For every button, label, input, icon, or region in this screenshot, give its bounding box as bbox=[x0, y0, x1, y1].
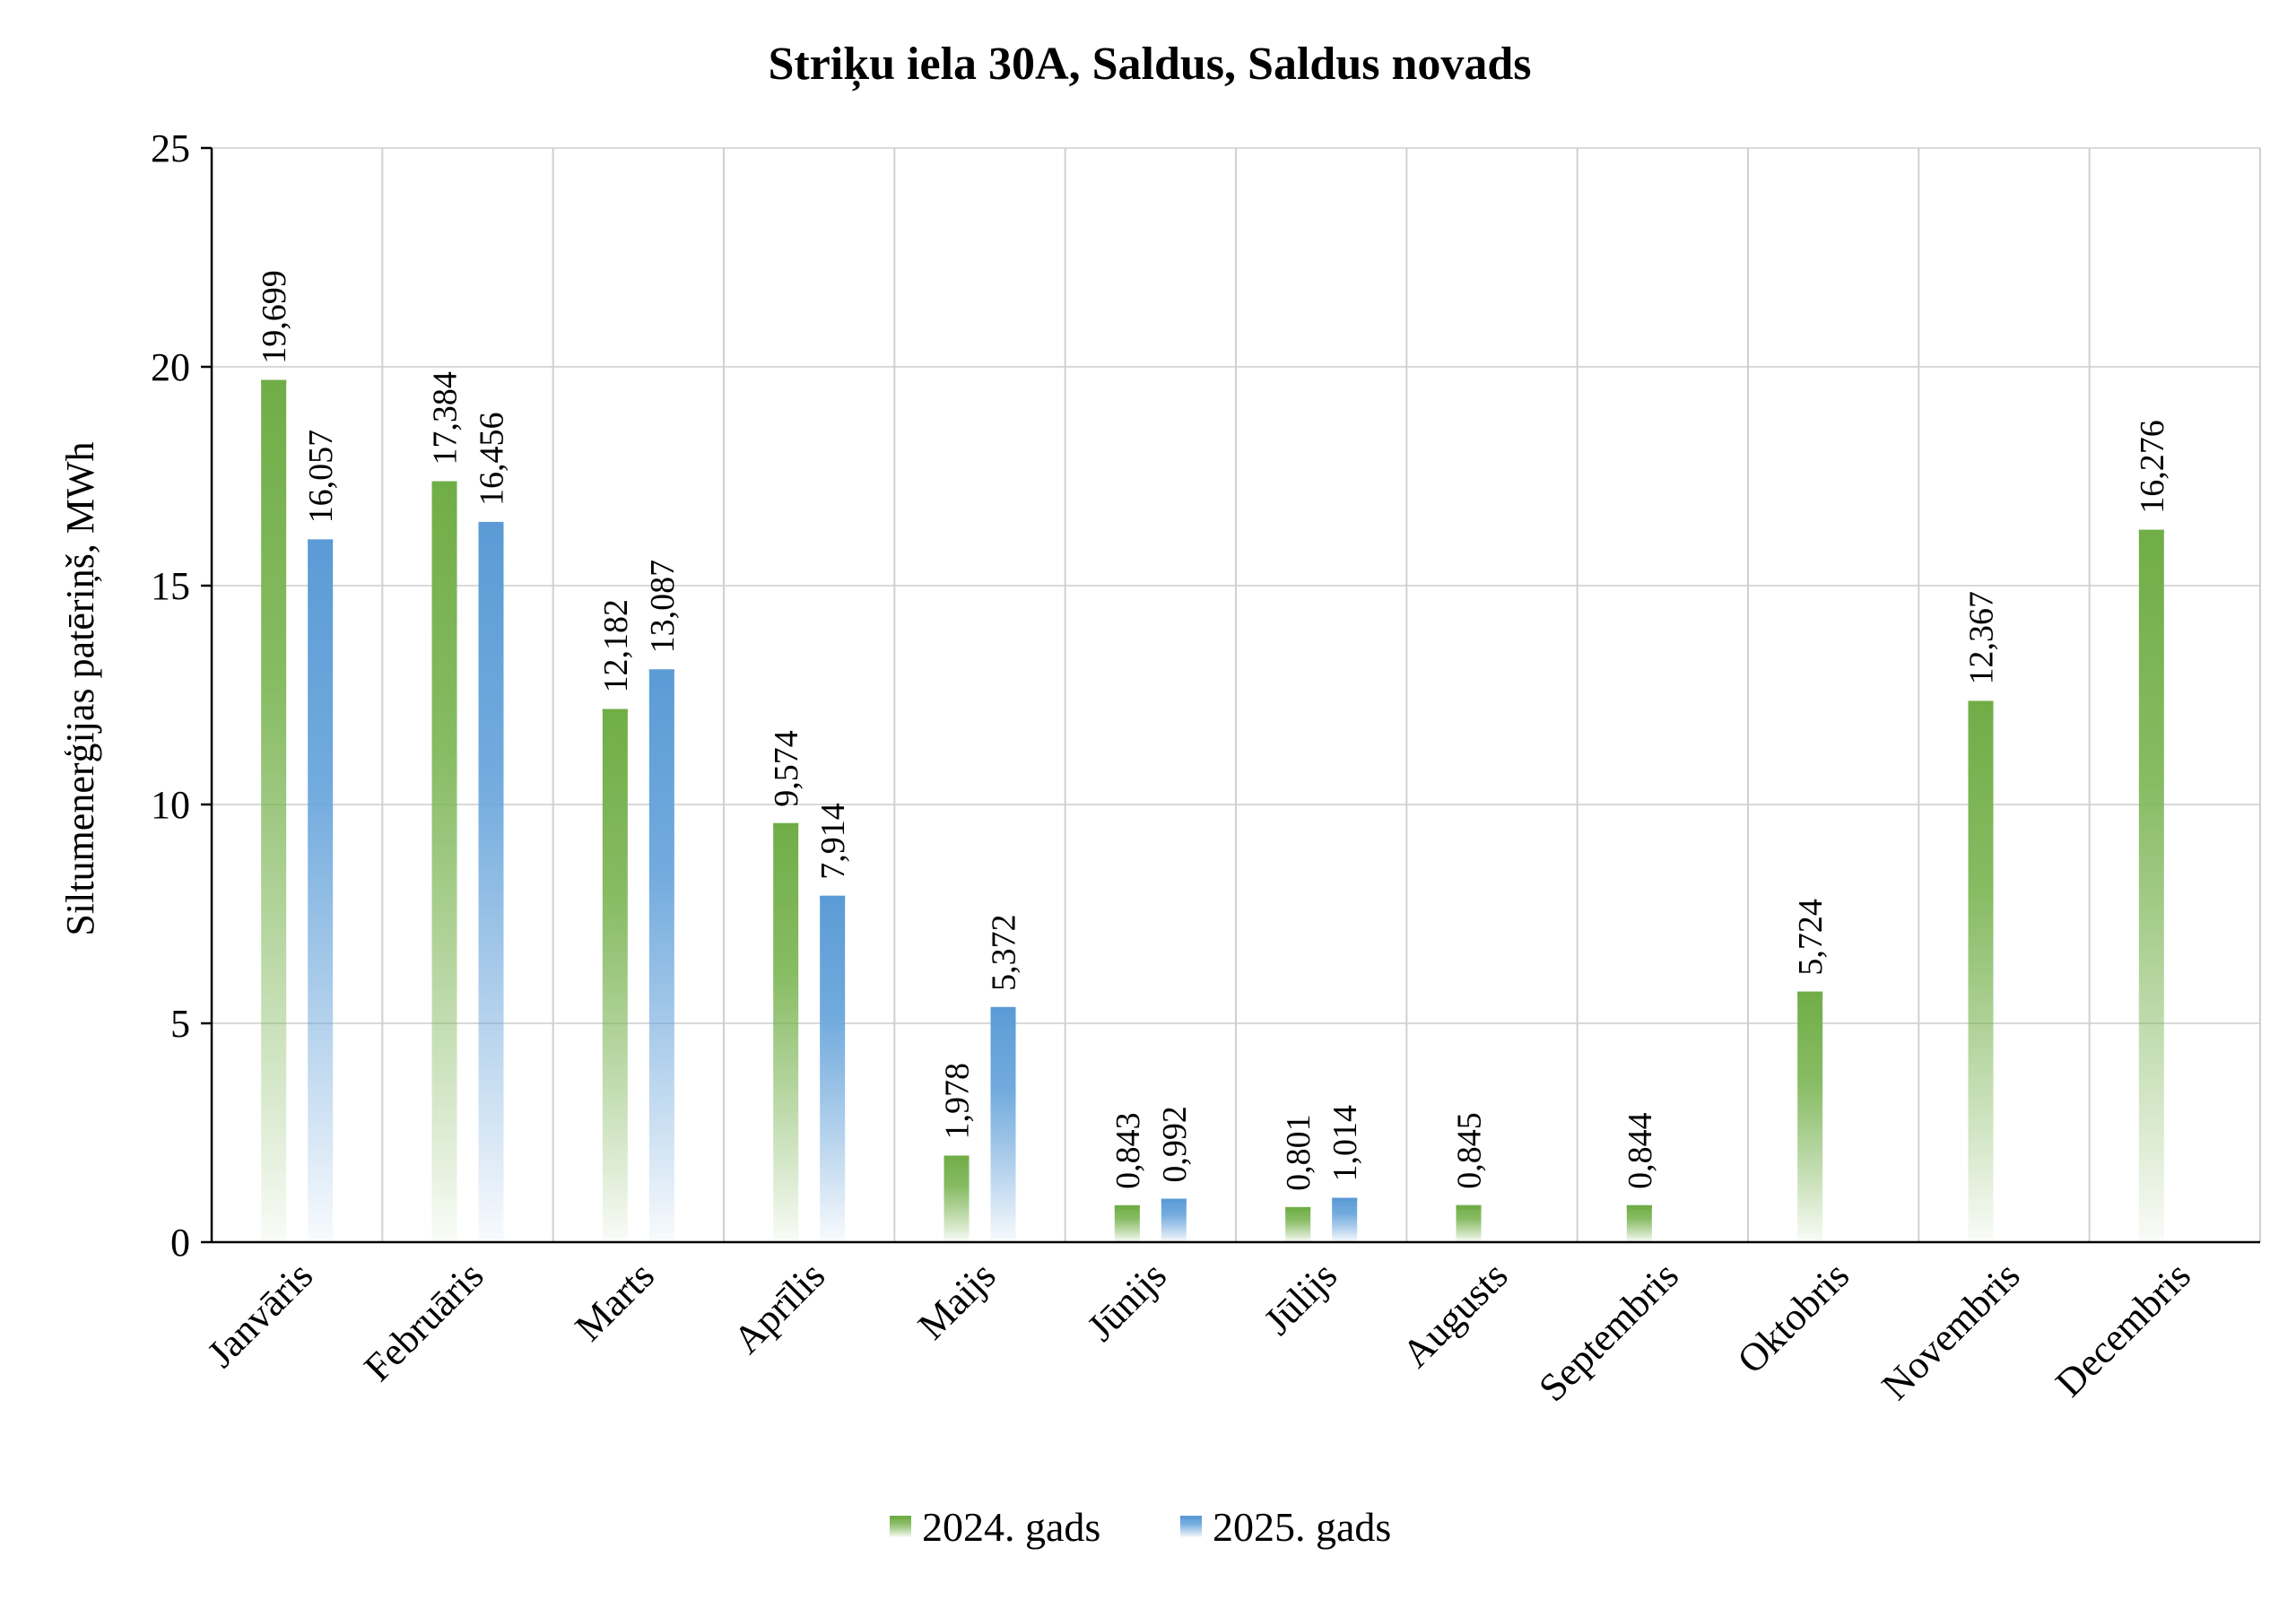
x-tick-label: Augusts bbox=[1394, 1253, 1517, 1376]
x-tick-label: Oktobris bbox=[1729, 1253, 1858, 1382]
bar-cap bbox=[944, 1155, 970, 1160]
bar-2024 bbox=[773, 822, 799, 1242]
data-label: 0,992 bbox=[1156, 1106, 1194, 1183]
bar-2025 bbox=[1332, 1197, 1358, 1242]
bar-cap bbox=[2138, 529, 2164, 534]
bar-cap bbox=[990, 1006, 1016, 1011]
data-label: 1,978 bbox=[939, 1063, 977, 1140]
bar-cap bbox=[602, 709, 628, 713]
y-tick-label: 0 bbox=[170, 1221, 190, 1265]
data-label: 0,801 bbox=[1280, 1114, 1318, 1191]
x-tick-label: Novembris bbox=[1874, 1253, 2029, 1408]
data-labels: 19,699 17,384 12,182 9,574 1,978 0,843 0,801 0,… bbox=[256, 270, 2171, 1191]
data-label: 13,087 bbox=[644, 560, 682, 654]
bar-2024 bbox=[431, 481, 457, 1242]
data-label: 16,276 bbox=[2134, 420, 2171, 514]
data-label: 12,182 bbox=[597, 599, 635, 693]
data-label: 7,914 bbox=[814, 803, 852, 880]
y-tick-label: 15 bbox=[151, 564, 190, 608]
bar-cap bbox=[820, 895, 846, 900]
legend-swatch-cap bbox=[890, 1516, 911, 1519]
bar-2024 bbox=[602, 709, 628, 1242]
axes: 0 5 10 15 20 25 Janvāris Februāris Marts Aprīlis M… bbox=[151, 126, 2260, 1410]
bar-2025 bbox=[1161, 1198, 1187, 1242]
bar-cap bbox=[1456, 1204, 1482, 1209]
bar-cap bbox=[261, 379, 287, 384]
bar-2024 bbox=[944, 1155, 970, 1242]
data-label: 12,367 bbox=[1963, 591, 2001, 685]
y-tick-label: 10 bbox=[151, 783, 190, 827]
bar-2025 bbox=[308, 539, 334, 1242]
legend-label: 2024. gads bbox=[922, 1504, 1100, 1550]
y-tick-label: 20 bbox=[151, 345, 190, 389]
bar-2025 bbox=[478, 521, 504, 1242]
bar-2024 bbox=[1456, 1204, 1482, 1242]
bar-cap bbox=[648, 669, 674, 674]
bar-cap bbox=[773, 822, 799, 827]
bar-2024 bbox=[2138, 529, 2164, 1242]
data-label: 0,845 bbox=[1451, 1112, 1489, 1189]
bar-cap bbox=[1285, 1206, 1311, 1211]
data-label: 1,014 bbox=[1326, 1105, 1364, 1182]
x-tick-label: Maijs bbox=[909, 1253, 1004, 1348]
data-label: 5,724 bbox=[1792, 899, 1830, 975]
data-label: 19,699 bbox=[256, 270, 293, 364]
grid bbox=[212, 147, 2261, 1242]
x-tick-label: Janvāris bbox=[199, 1253, 322, 1376]
bar-2024 bbox=[261, 379, 287, 1242]
legend: 2024. gads 2025. gads bbox=[890, 1504, 1391, 1550]
data-label: 16,456 bbox=[474, 412, 511, 506]
y-axis-label: Siltumenerģijas patēriņš, MWh bbox=[58, 441, 102, 935]
data-label: 17,384 bbox=[427, 371, 465, 465]
bar-2025 bbox=[648, 669, 674, 1242]
bar-cap bbox=[1797, 991, 1823, 996]
bar-cap bbox=[1332, 1197, 1358, 1202]
bars bbox=[261, 379, 2164, 1242]
bar-cap bbox=[1161, 1198, 1187, 1203]
bar-cap bbox=[308, 539, 334, 543]
bar-2024 bbox=[1285, 1206, 1311, 1242]
bar-cap bbox=[1114, 1204, 1140, 1209]
x-tick-label: Septembris bbox=[1530, 1253, 1687, 1410]
bar-cap bbox=[478, 521, 504, 526]
chart-title: Striķu iela 30A, Saldus, Saldus novads bbox=[768, 39, 1531, 91]
x-tick-label: Marts bbox=[567, 1253, 663, 1349]
legend-label: 2025. gads bbox=[1213, 1504, 1391, 1550]
y-tick-label: 25 bbox=[151, 126, 190, 170]
bar-2024 bbox=[1968, 700, 1994, 1242]
bar-cap bbox=[1968, 700, 1994, 705]
bar-2024 bbox=[1626, 1204, 1652, 1242]
data-label: 0,844 bbox=[1622, 1112, 1659, 1189]
data-label: 9,574 bbox=[768, 730, 805, 807]
data-label: 16,057 bbox=[302, 430, 340, 524]
y-tick-label: 5 bbox=[170, 1002, 190, 1046]
bar-2025 bbox=[990, 1006, 1016, 1242]
x-tick-label: Aprīlis bbox=[725, 1253, 833, 1361]
x-tick-label: Jūlijs bbox=[1256, 1253, 1345, 1343]
bar-cap bbox=[1626, 1204, 1652, 1209]
x-tick-label: Februāris bbox=[355, 1253, 491, 1389]
data-label: 0,843 bbox=[1109, 1112, 1147, 1189]
bar-2024 bbox=[1114, 1204, 1140, 1242]
x-tick-label: Decembris bbox=[2047, 1253, 2198, 1404]
bar-2025 bbox=[820, 895, 846, 1242]
bar-cap bbox=[431, 481, 457, 485]
x-tick-label: Jūnijs bbox=[1079, 1253, 1175, 1349]
data-label: 5,372 bbox=[986, 914, 1023, 991]
bar-2024 bbox=[1797, 991, 1823, 1242]
legend-swatch-cap bbox=[1180, 1516, 1202, 1519]
